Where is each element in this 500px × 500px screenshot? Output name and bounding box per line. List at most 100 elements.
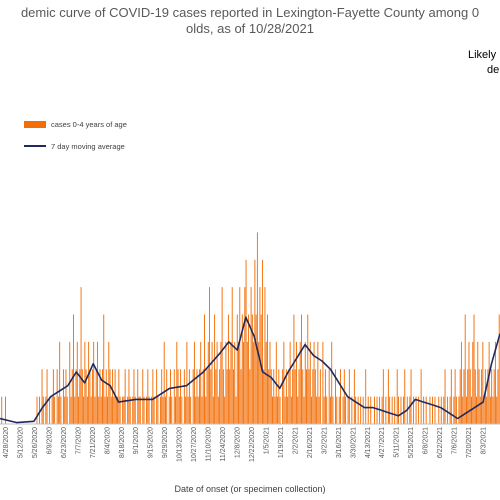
chart-title: demic curve of COVID-19 cases reported i…	[0, 5, 500, 37]
case-bar	[241, 314, 243, 424]
case-bar	[85, 369, 87, 424]
case-bar	[127, 396, 129, 425]
x-tick-label: 10/27/2020	[191, 427, 198, 462]
case-bar	[1, 396, 3, 425]
case-bar	[211, 341, 213, 425]
case-bar	[284, 396, 286, 425]
case-bar	[297, 396, 299, 425]
case-bar	[396, 369, 398, 424]
case-bar	[391, 396, 393, 425]
legend-swatch-line	[24, 145, 46, 147]
case-bar	[464, 314, 466, 424]
case-bar	[244, 287, 246, 425]
case-bar	[307, 314, 309, 424]
case-bar	[440, 396, 442, 425]
case-bar	[462, 396, 464, 425]
case-bar	[105, 369, 107, 424]
case-bar	[376, 396, 378, 425]
case-bar	[210, 369, 212, 424]
case-bar	[474, 369, 476, 424]
case-bar	[438, 396, 440, 425]
x-tick-label: 7/6/2021	[452, 427, 459, 454]
case-bar	[394, 396, 396, 425]
case-bar	[88, 341, 90, 425]
case-bar	[100, 396, 102, 425]
case-bar	[493, 369, 495, 424]
case-bar	[188, 369, 190, 424]
case-bar	[308, 369, 310, 424]
case-bar	[197, 396, 199, 425]
case-bar	[347, 396, 349, 425]
case-bar	[478, 369, 480, 424]
case-bar	[309, 341, 311, 425]
case-bar	[255, 314, 257, 424]
case-bar	[133, 369, 135, 424]
case-bar	[317, 341, 319, 425]
case-bar	[151, 396, 153, 425]
case-bar	[54, 396, 56, 425]
case-bar	[134, 396, 136, 425]
x-tick-label: 7/7/2020	[75, 427, 82, 454]
case-bar	[175, 396, 176, 425]
case-bar	[206, 369, 208, 424]
case-bar	[420, 369, 422, 424]
case-bar	[118, 369, 120, 424]
x-tick-label: 6/23/2020	[61, 427, 68, 458]
case-bar	[313, 341, 315, 425]
case-bar	[39, 396, 40, 425]
case-bar	[229, 369, 231, 424]
case-bar	[329, 396, 331, 425]
case-bar	[335, 369, 336, 424]
case-bars	[1, 232, 500, 425]
case-bar	[90, 396, 92, 425]
x-tick-label: 12/8/2020	[235, 427, 242, 458]
case-bar	[415, 396, 417, 425]
case-bar	[129, 396, 131, 425]
x-tick-label: 6/9/2020	[46, 427, 53, 454]
case-bar	[71, 369, 73, 424]
case-bar	[248, 314, 250, 424]
x-tick-label: 3/30/2021	[350, 427, 357, 458]
case-bar	[267, 314, 268, 424]
case-bar	[429, 396, 431, 425]
case-bar	[181, 396, 183, 425]
case-bar	[200, 341, 202, 425]
case-bar	[292, 369, 294, 424]
case-bar	[235, 396, 237, 425]
case-bar	[312, 369, 314, 424]
x-tick-label: 9/29/2020	[162, 427, 169, 458]
case-bar	[385, 396, 387, 425]
case-bar	[413, 396, 415, 425]
case-bar	[66, 396, 68, 425]
x-tick-label: 6/22/2021	[437, 427, 444, 458]
legend: cases 0-4 years of age 7 day moving aver…	[24, 113, 127, 157]
case-bar	[183, 369, 185, 424]
case-bar	[463, 369, 465, 424]
case-bar	[362, 396, 364, 425]
case-bar	[332, 396, 334, 425]
x-tick-label: 10/13/2020	[177, 427, 184, 462]
case-bar	[209, 287, 211, 425]
case-bar	[316, 396, 318, 425]
case-bar	[83, 396, 85, 425]
case-bar	[323, 396, 325, 425]
case-bar	[302, 369, 304, 424]
case-bar	[460, 341, 462, 425]
case-bar	[479, 396, 481, 425]
case-bar	[113, 396, 115, 425]
case-bar	[99, 369, 101, 424]
x-tick-label: 5/25/2021	[408, 427, 415, 458]
case-bar	[477, 341, 479, 425]
case-bar	[170, 369, 171, 424]
case-bar	[75, 369, 77, 424]
x-axis-label: Date of onset (or specimen collection)	[174, 484, 326, 494]
case-bar	[168, 396, 170, 425]
case-bar	[216, 341, 218, 425]
case-bar	[222, 369, 224, 424]
case-bar	[148, 396, 150, 425]
case-bar	[483, 396, 485, 425]
case-bar	[374, 396, 375, 425]
case-bar	[484, 369, 486, 424]
x-tick-label: 5/26/2020	[32, 427, 39, 458]
case-bar	[192, 369, 194, 424]
